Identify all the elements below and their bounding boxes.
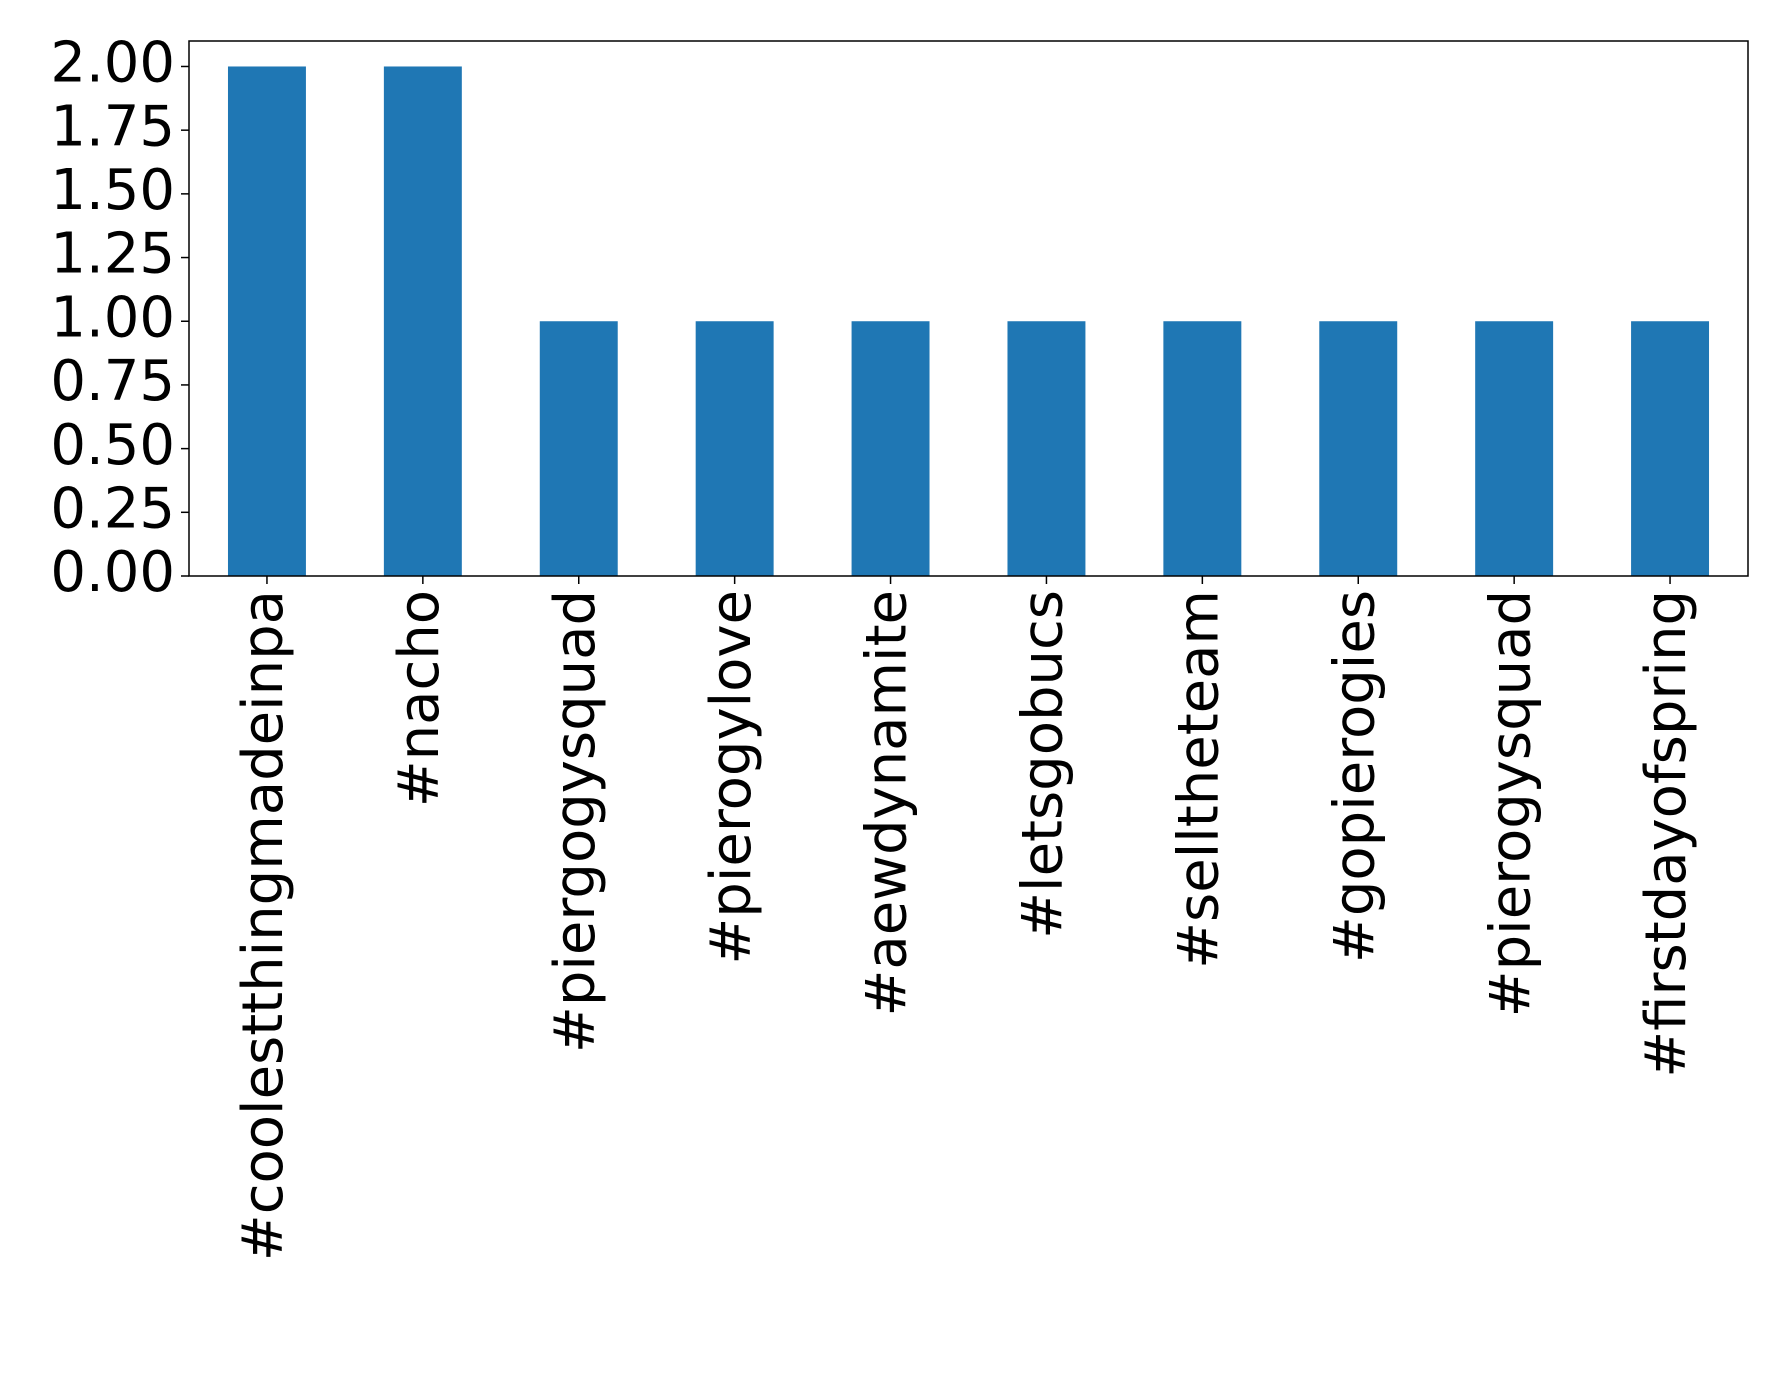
- x-tick-label: #aewdynamite: [855, 590, 920, 1017]
- bar: [1007, 321, 1086, 576]
- bar: [227, 66, 306, 576]
- bar: [1319, 321, 1398, 576]
- y-tick-label: 0.50: [50, 413, 175, 478]
- bar: [695, 321, 774, 576]
- y-tick-label: 0.25: [50, 476, 175, 541]
- plot-frame: [188, 40, 1749, 577]
- bar: [1631, 321, 1710, 576]
- y-tick-label: 2.00: [50, 31, 175, 96]
- bar: [851, 321, 930, 576]
- x-tick-label: #selltheteam: [1166, 590, 1231, 969]
- x-tick-label: #firstdayofspring: [1634, 590, 1699, 1078]
- bar: [1163, 321, 1242, 576]
- y-tick-label: 1.00: [50, 285, 175, 350]
- y-tick-label: 1.50: [50, 158, 175, 223]
- y-tick-label: 0.00: [50, 540, 175, 605]
- y-tick-label: 1.25: [50, 222, 175, 287]
- y-tick-label: 1.75: [50, 94, 175, 159]
- x-tick-label: #coolestthingmadeinpa: [231, 590, 296, 1261]
- x-tick-label: #pierogysquad: [1478, 590, 1543, 1017]
- y-tick-label: 0.75: [50, 349, 175, 414]
- x-tick-label: #pierogylove: [699, 590, 764, 965]
- x-tick-label: #piergogysquad: [543, 590, 608, 1053]
- bar: [1475, 321, 1554, 576]
- bar: [539, 321, 618, 576]
- x-tick-label: #letsgobucs: [1011, 590, 1076, 939]
- x-tick-label: #gopierogies: [1322, 590, 1387, 963]
- x-tick-label: #nacho: [387, 590, 452, 807]
- bar: [383, 66, 462, 576]
